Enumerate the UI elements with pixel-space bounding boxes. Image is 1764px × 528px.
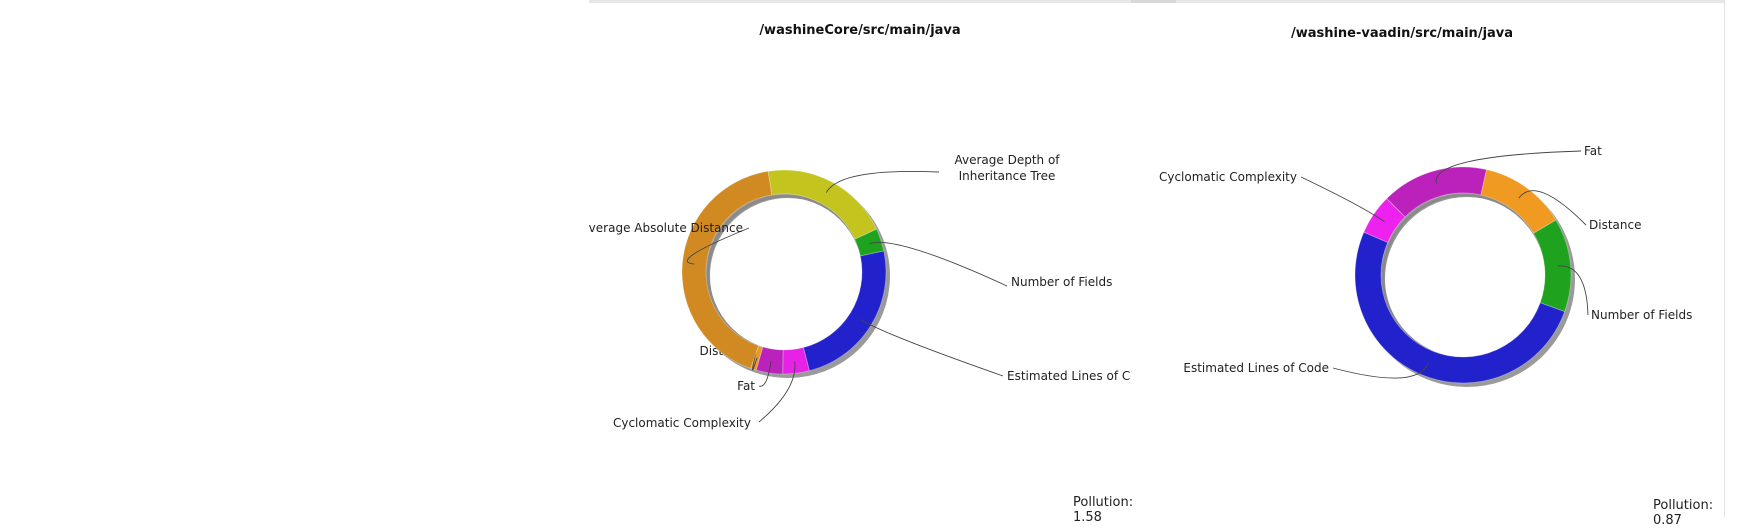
label-connector <box>1332 363 1429 379</box>
pollution-value: Pollution: 0.87 <box>1653 498 1714 528</box>
pollution-value: Pollution: 1.58 <box>1073 495 1134 525</box>
label-connector <box>869 241 1008 287</box>
donut-chart-core: Average Depth of Inheritance Tree Number o… <box>589 153 1131 430</box>
right-border <box>1724 0 1725 517</box>
top-border <box>589 0 1131 3</box>
slice-estimated-lines-of-code[interactable] <box>1354 231 1566 384</box>
slice-estimated-lines-of-co[interactable] <box>802 250 887 372</box>
label-connector <box>1557 265 1589 316</box>
slice-label-estimated-lines-of-code: Estimated Lines of Code <box>1183 361 1329 375</box>
donut-chart-vaadin: Fat Distance Number of Fields Estimated Lin… <box>1159 144 1692 387</box>
label-connector <box>1300 176 1385 222</box>
slice-label-number-of-fields: Number of Fields <box>1011 275 1112 289</box>
slice-label-fat: Fat <box>737 379 755 393</box>
slice-average-depth-of-inheritance-tree[interactable] <box>767 169 878 240</box>
slice-average-absolute-distance[interactable] <box>681 170 773 369</box>
label-connector <box>758 360 772 387</box>
slice-number-of-fields[interactable] <box>1533 219 1572 313</box>
label-connector <box>1435 150 1582 184</box>
slice-cyclomatic-complexity[interactable] <box>1363 198 1406 243</box>
slice-label-cyclomatic-complexity: Cyclomatic Complexity <box>1159 170 1297 184</box>
chart-title: /washine-vaadin/src/main/java <box>1290 26 1514 41</box>
slice-label-average-depth-of-inheritance-tree: Average Depth of Inheritance Tree <box>954 153 1060 183</box>
slice-fat[interactable] <box>1386 166 1488 218</box>
slice-label-estimated-lines-of-co: Estimated Lines of Co <box>1007 369 1131 383</box>
slice-label-cyclomatic-complexity: Cyclomatic Complexity <box>613 416 751 430</box>
slice-label-average-absolute-distance: Average Absolute Distance <box>589 221 743 235</box>
top-border <box>1176 0 1724 3</box>
chart-title: /washineCore/src/main/java <box>759 23 961 38</box>
slice-label-distance: Distance <box>1589 218 1641 232</box>
slice-distance[interactable] <box>1480 169 1557 234</box>
label-connector <box>1518 190 1587 226</box>
label-connector <box>860 319 1004 377</box>
label-connector <box>687 227 750 265</box>
slice-cyclomatic-complexity[interactable] <box>782 347 810 375</box>
chart-panel-vaadin: /washine-vaadin/src/main/java Fat Distanc… <box>1131 0 1724 528</box>
top-border-divider <box>1131 0 1176 3</box>
slice-label-fat: Fat <box>1584 144 1602 158</box>
slice-label-number-of-fields: Number of Fields <box>1591 308 1692 322</box>
slice-number-of-fields[interactable] <box>854 228 885 257</box>
label-connector <box>825 170 940 193</box>
slice-fat[interactable] <box>755 346 784 375</box>
label-connector <box>752 351 758 371</box>
chart-panel-core: /washineCore/src/main/java Average Depth… <box>589 0 1133 525</box>
label-connector <box>758 361 796 423</box>
